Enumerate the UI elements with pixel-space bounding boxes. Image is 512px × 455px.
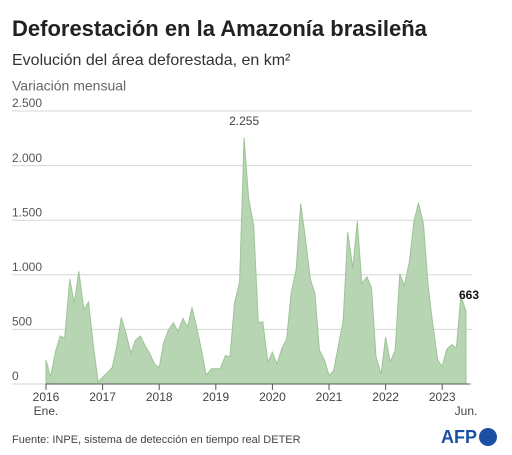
area bbox=[45, 137, 467, 385]
logo-dot bbox=[479, 428, 497, 446]
chart-subtitle: Evolución del área deforestada, en km² bbox=[12, 52, 291, 69]
source: Fuente: INPE, sistema de detección en ti… bbox=[12, 434, 301, 446]
x-sublabel: Ene. bbox=[34, 404, 59, 418]
x-tick-label: 2020 bbox=[259, 390, 286, 404]
x-tick-label: 2016 bbox=[33, 390, 60, 404]
y-tick-label: 2.000 bbox=[12, 151, 42, 165]
y-tick-label: 1.500 bbox=[12, 205, 42, 219]
y-tick-label: 1.000 bbox=[12, 260, 42, 274]
x-tick-label: 2023 bbox=[429, 390, 456, 404]
value-label: 663 bbox=[459, 288, 479, 302]
y-tick-label: 2.500 bbox=[12, 96, 42, 110]
x-sublabel: Jun. bbox=[455, 404, 478, 418]
value-label: 2.255 bbox=[229, 114, 259, 128]
x-tick-label: 2019 bbox=[202, 390, 229, 404]
x-tick-label: 2022 bbox=[372, 390, 399, 404]
chart-title: Deforestación en la Amazonía brasileña bbox=[12, 16, 428, 41]
y-tick-label: 0 bbox=[12, 369, 19, 383]
logo: AFP bbox=[441, 427, 477, 447]
y-axis-label: Variación mensual bbox=[12, 78, 126, 94]
y-tick-label: 500 bbox=[12, 315, 32, 329]
x-tick-label: 2017 bbox=[89, 390, 116, 404]
x-tick-label: 2021 bbox=[316, 390, 343, 404]
x-tick-label: 2018 bbox=[146, 390, 173, 404]
